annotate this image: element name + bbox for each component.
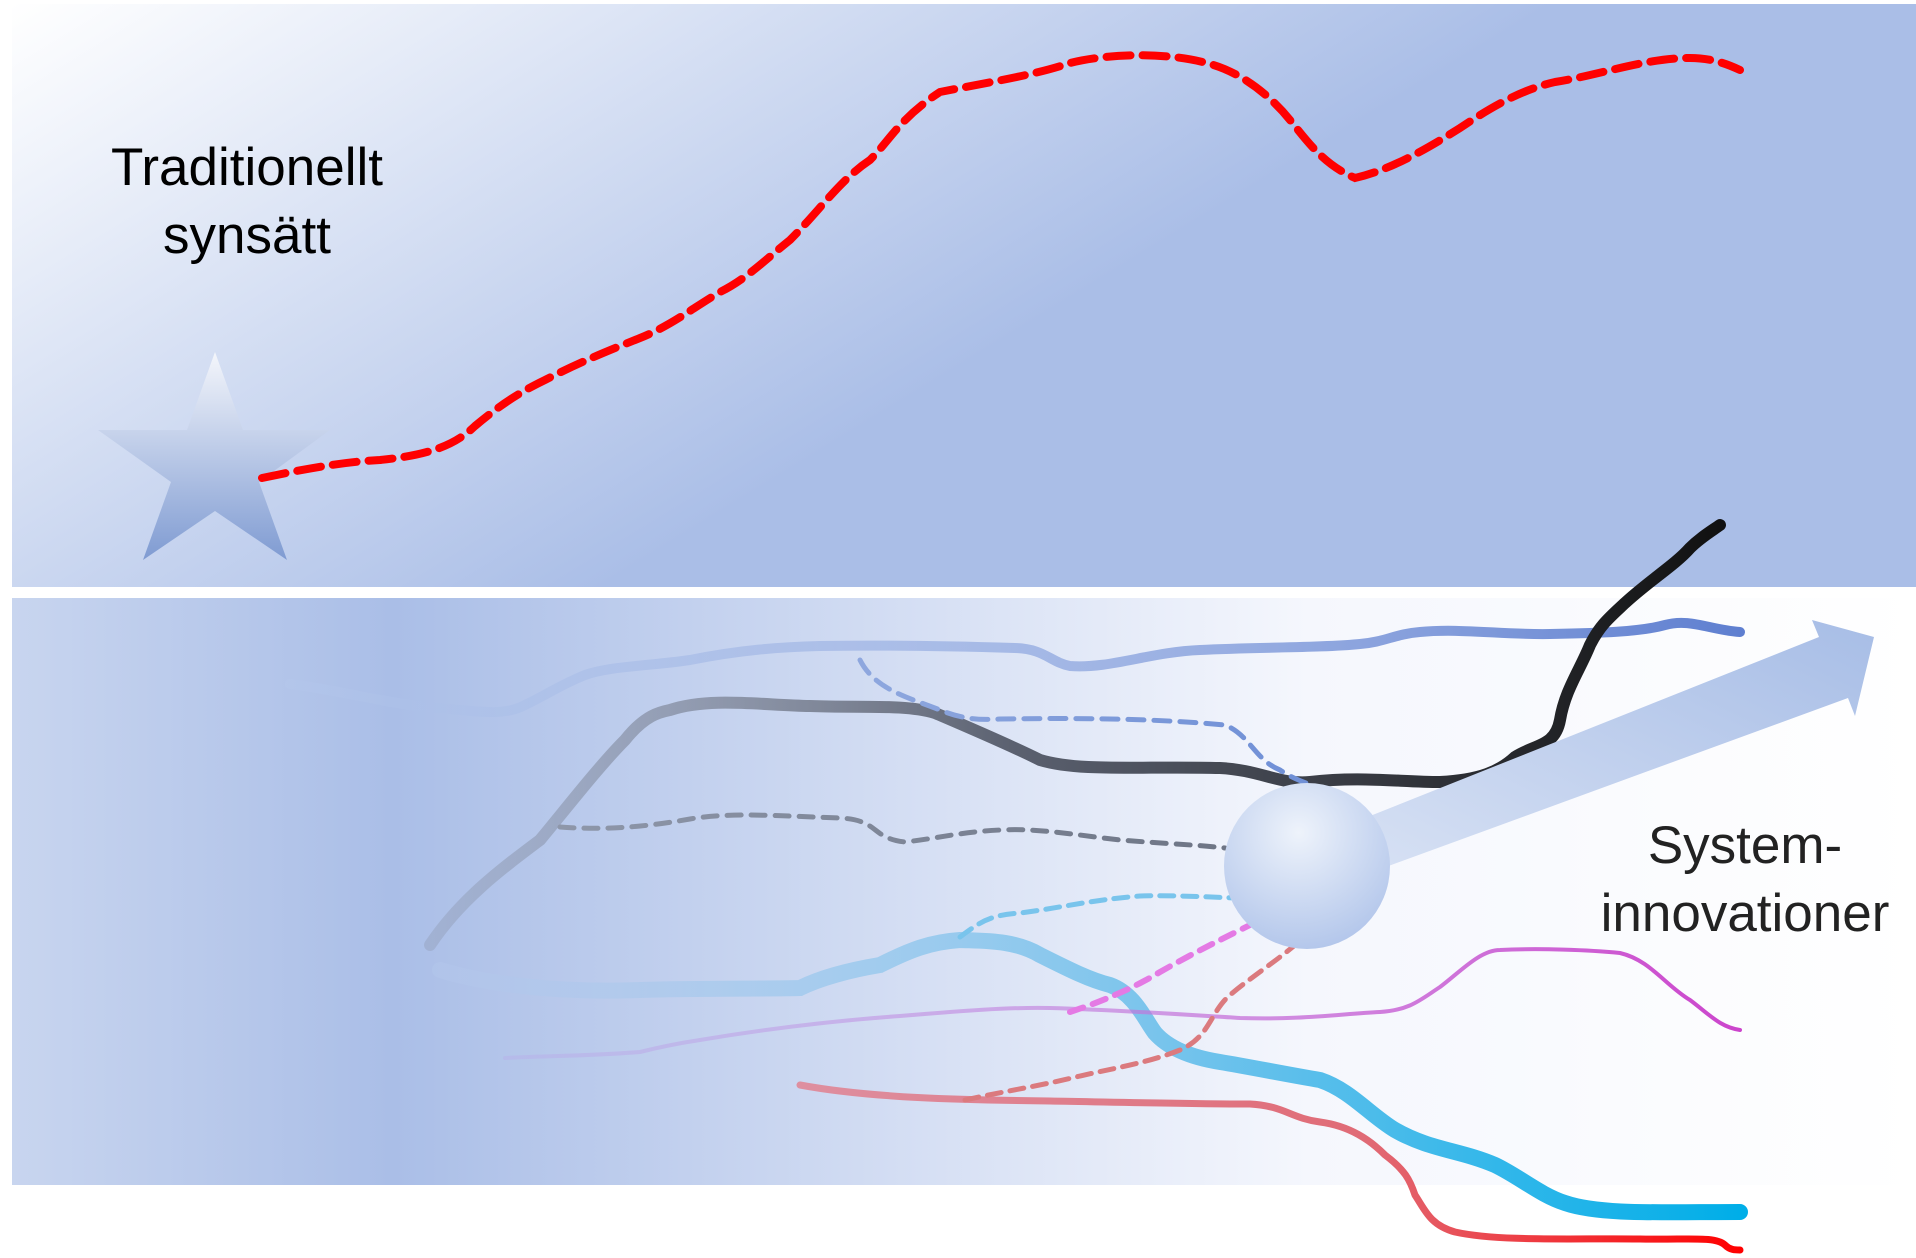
top-panel <box>12 4 1916 587</box>
black-path <box>424 519 1726 951</box>
red-dashed-connector <box>962 942 1298 1103</box>
traditional-approach-label-line-2: synsätt <box>163 206 331 265</box>
traditional-approach-label: Traditionellt synsätt <box>62 134 432 270</box>
arrow-icon <box>1355 620 1874 868</box>
traditional-approach-label-line-1: Traditionellt <box>111 138 383 197</box>
grey-dashed-connector <box>557 812 1228 851</box>
system-innovations-label: System- innovationer <box>1550 812 1916 948</box>
cyan-dashed-connector <box>957 893 1239 940</box>
star-icon <box>98 352 330 560</box>
magenta-dashed-connector <box>1067 922 1253 1015</box>
bottom-panel <box>12 598 1916 1185</box>
red-path <box>796 1081 1744 1254</box>
blue-dashed-connector <box>857 657 1318 790</box>
system-innovations-label-line-2: innovationer <box>1600 884 1890 943</box>
circle-icon <box>1224 783 1390 949</box>
traditional-path <box>258 51 1744 482</box>
blue-path <box>285 617 1745 718</box>
system-innovations-label-line-1: System- <box>1647 816 1843 875</box>
magenta-path <box>503 947 1742 1060</box>
cyan-path <box>432 931 1748 1221</box>
